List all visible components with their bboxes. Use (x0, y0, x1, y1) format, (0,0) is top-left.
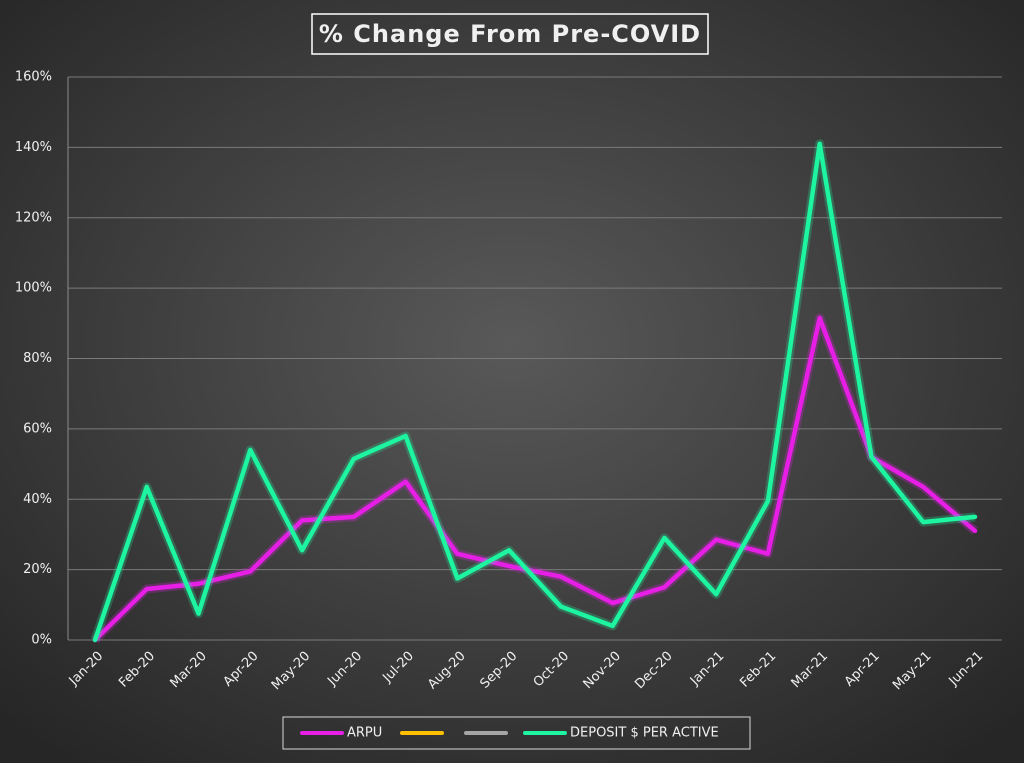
title-box (311, 13, 709, 55)
legend-label: DEPOSIT $ PER ACTIVE (570, 726, 719, 741)
chart-title: % Change From Pre-COVID (319, 20, 701, 48)
series-line (92, 315, 978, 643)
series-line (92, 141, 978, 643)
y-tick-label: 120% (15, 210, 52, 225)
y-tick-label: 0% (31, 633, 52, 648)
legend-box (282, 716, 751, 750)
y-tick-label: 140% (15, 140, 52, 155)
y-tick-label: 100% (15, 281, 52, 296)
y-tick-label: 40% (23, 492, 52, 507)
y-tick-label: 60% (23, 421, 52, 436)
y-tick-label: 80% (23, 351, 52, 366)
legend-label: ARPU (347, 726, 382, 741)
y-tick-label: 20% (23, 562, 52, 577)
y-tick-label: 160% (15, 70, 52, 85)
